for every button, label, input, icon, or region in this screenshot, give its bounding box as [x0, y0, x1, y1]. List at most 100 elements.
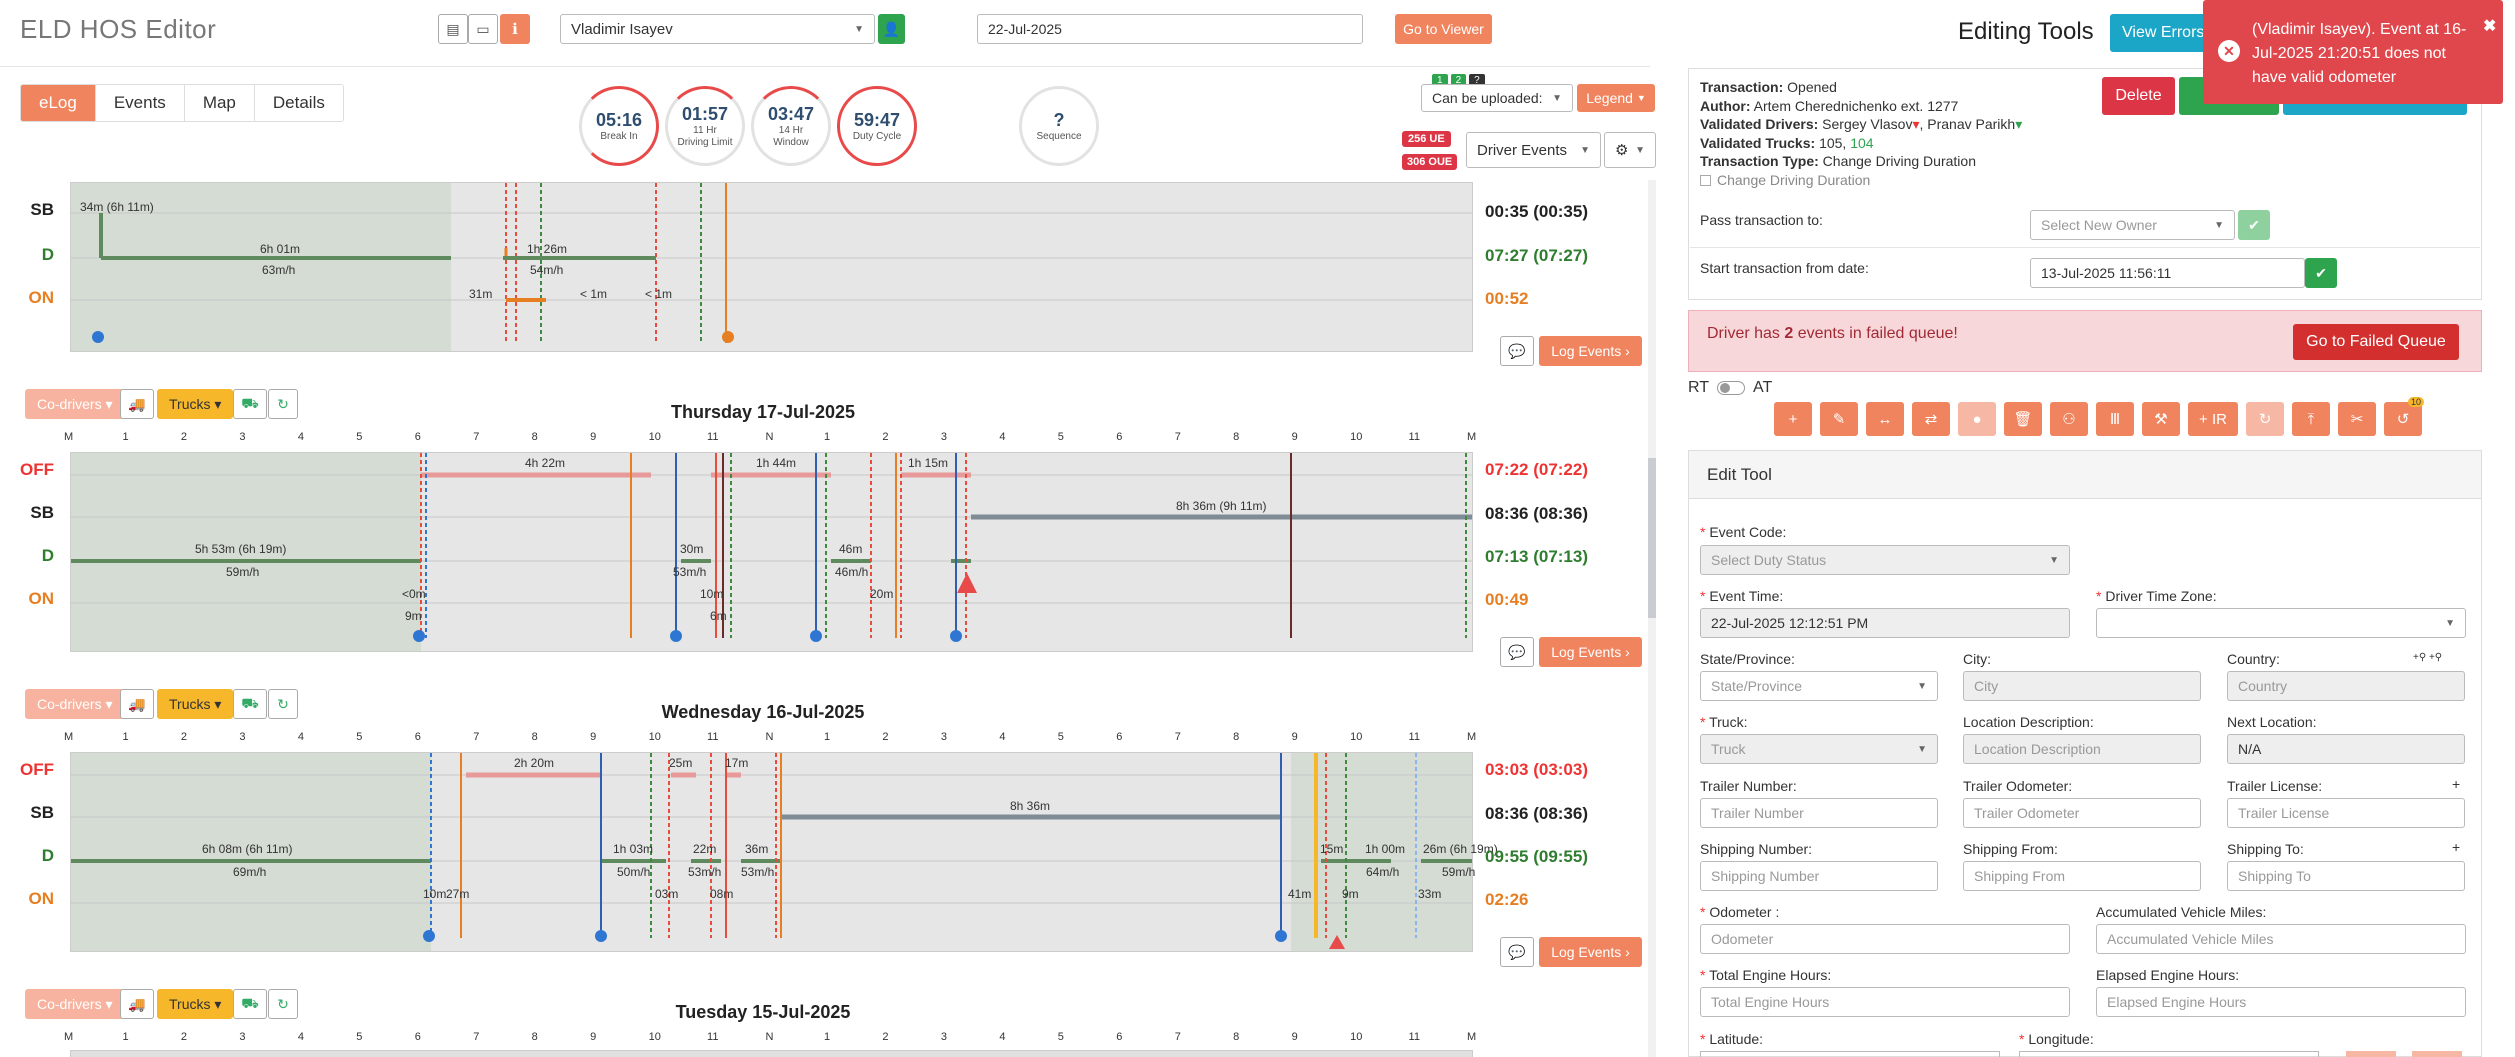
add-shipping-icon[interactable]: + [2452, 839, 2461, 855]
location-description-input[interactable]: Location Description [1963, 734, 2201, 764]
go-to-failed-queue-button[interactable]: Go to Failed Queue [2293, 324, 2459, 360]
accumulated-miles-input[interactable]: Accumulated Vehicle Miles [2096, 924, 2466, 954]
tab-map[interactable]: Map [184, 85, 255, 121]
log-events-button[interactable]: Log Events › [1539, 336, 1642, 366]
confirm-owner-button[interactable]: ✔ [2238, 210, 2270, 240]
user-tool-icon[interactable]: ● [1958, 402, 1996, 436]
driver-events-select[interactable]: Driver Events ▼ [1466, 132, 1601, 168]
country-input[interactable]: Country [2227, 671, 2465, 701]
add-event-tool[interactable]: + [1774, 402, 1812, 436]
city-input[interactable]: City [1963, 671, 2201, 701]
document-icon[interactable]: ▤ [438, 14, 468, 44]
date-field[interactable]: 22-Jul-2025 [977, 14, 1363, 44]
close-icon[interactable]: ✖ [2483, 18, 2497, 35]
row-label-on: ON [28, 288, 55, 307]
history-tool[interactable]: ↺ 10 [2384, 397, 2424, 436]
truck-icon[interactable]: 🚚 [120, 389, 154, 419]
scissors-icon[interactable]: ✂ [2338, 402, 2376, 436]
odometer-input[interactable]: Odometer [1700, 924, 2070, 954]
segment-label: 46m [839, 542, 863, 556]
info-icon[interactable]: ℹ [500, 14, 530, 44]
refresh-icon[interactable]: ↻ [268, 989, 298, 1019]
can-be-uploaded-select[interactable]: Can be uploaded: ▼ [1421, 84, 1573, 112]
add-ir-tool[interactable]: + IR [2188, 402, 2238, 436]
scrollbar-track[interactable] [1648, 180, 1656, 1057]
note-icon[interactable]: ▭ [468, 14, 498, 44]
shift-tool-icon[interactable]: ↔ [1866, 402, 1904, 436]
truck-icon[interactable]: 🚚 [120, 689, 154, 719]
start-date-input[interactable]: 13-Jul-2025 11:56:11 [2030, 258, 2305, 288]
total-sb: 08:36 (08:36) [1485, 504, 1589, 523]
view-errors-button[interactable]: View Errors [2110, 14, 2210, 52]
locate-button[interactable] [2412, 1051, 2462, 1057]
columns-tool-icon[interactable]: Ⅲ [2096, 402, 2134, 436]
rt-at-toggle[interactable]: RT AT [1688, 379, 1772, 397]
shipping-to-input[interactable]: Shipping To [2227, 861, 2465, 891]
trash-icon[interactable]: 🗑 [2004, 402, 2042, 436]
confirm-start-button[interactable]: ✔ [2305, 258, 2337, 288]
row-label-sb: SB [30, 803, 54, 822]
tab-events[interactable]: Events [95, 85, 185, 121]
co-drivers-button[interactable]: Co-drivers ▾ [25, 689, 125, 719]
truck-icon[interactable]: 🚚 [120, 989, 154, 1019]
log-events-button[interactable]: Log Events › [1539, 937, 1642, 967]
checkbox[interactable] [1700, 174, 1711, 186]
trailer-license-input[interactable]: Trailer License [2227, 798, 2465, 828]
comment-icon[interactable]: 💬 [1500, 937, 1534, 967]
tab-elog[interactable]: eLog [21, 85, 96, 121]
event-time-input[interactable]: 22-Jul-2025 12:12:51 PM [1700, 608, 2070, 638]
truck-select[interactable]: Truck ▼ [1700, 734, 1938, 764]
refresh-tool-icon[interactable]: ↻ [2246, 402, 2284, 436]
next-location-input[interactable]: N/A [2227, 734, 2465, 764]
location-pin-icons[interactable]: +⚲ +⚲ [2413, 652, 2443, 663]
legend-button[interactable]: Legend ▼ [1577, 84, 1655, 112]
user-icon[interactable]: 👤 [878, 14, 905, 44]
new-owner-select[interactable]: Select New Owner ▼ [2030, 210, 2235, 240]
trailer-odometer-input[interactable]: Trailer Odometer [1963, 798, 2201, 828]
trucks-button[interactable]: Trucks ▾ [157, 689, 234, 719]
co-drivers-button[interactable]: Co-drivers ▾ [25, 389, 125, 419]
align-top-tool-icon[interactable]: ⤒ [2292, 402, 2330, 436]
toggle-switch[interactable] [1717, 381, 1746, 395]
trailer-icon[interactable]: ⛟ [233, 989, 267, 1019]
magic-tool-icon[interactable]: ⚒ [2142, 402, 2180, 436]
driver-select[interactable]: Vladimir Isayev ▼ [560, 14, 875, 44]
trucks-button[interactable]: Trucks ▾ [157, 389, 234, 419]
driver-timezone-select[interactable]: ▼ [2096, 608, 2466, 638]
edit-tool-icon[interactable]: ✎ [1820, 402, 1858, 436]
segment-label: 22m [693, 842, 717, 856]
scrollbar-thumb[interactable] [1648, 458, 1656, 618]
settings-select[interactable]: ⚙ ▼ [1604, 132, 1656, 168]
state-select[interactable]: State/Province ▼ [1700, 671, 1938, 701]
log-events-button[interactable]: Log Events › [1539, 637, 1642, 667]
refresh-icon[interactable]: ↻ [268, 389, 298, 419]
map-pick-button[interactable] [2346, 1051, 2396, 1057]
swap-tool-icon[interactable]: ⇄ [1912, 402, 1950, 436]
day-chart[interactable] [70, 182, 1473, 352]
comment-icon[interactable]: 💬 [1500, 336, 1534, 366]
refresh-icon[interactable]: ↻ [268, 689, 298, 719]
longitude-input[interactable] [2019, 1051, 2319, 1057]
shipping-number-input[interactable]: Shipping Number [1700, 861, 1938, 891]
shipping-from-input[interactable]: Shipping From [1963, 861, 2201, 891]
total-engine-hours-input[interactable]: Total Engine Hours [1700, 987, 2070, 1017]
event-code-select[interactable]: Select Duty Status ▼ [1700, 545, 2070, 575]
add-trailer-icon[interactable]: + [2452, 776, 2461, 792]
tab-details[interactable]: Details [254, 85, 343, 121]
elapsed-engine-hours-input[interactable]: Elapsed Engine Hours [2096, 987, 2466, 1017]
trucks-button[interactable]: Trucks ▾ [157, 989, 234, 1019]
trailer-icon[interactable]: ⛟ [233, 389, 267, 419]
delete-button[interactable]: Delete [2102, 77, 2175, 115]
hour-tick: 3 [940, 431, 947, 443]
day-chart[interactable] [70, 452, 1473, 652]
go-to-viewer-button[interactable]: Go to Viewer [1395, 14, 1492, 44]
group-tool-icon[interactable]: ⚇ [2050, 402, 2088, 436]
trailer-icon[interactable]: ⛟ [233, 689, 267, 719]
day-chart[interactable] [70, 752, 1473, 952]
label: Validated Drivers: [1700, 116, 1819, 132]
comment-icon[interactable]: 💬 [1500, 637, 1534, 667]
latitude-input[interactable] [1700, 1051, 2000, 1057]
trailer-number-input[interactable]: Trailer Number [1700, 798, 1938, 828]
day-chart[interactable] [70, 1050, 1473, 1057]
co-drivers-button[interactable]: Co-drivers ▾ [25, 989, 125, 1019]
